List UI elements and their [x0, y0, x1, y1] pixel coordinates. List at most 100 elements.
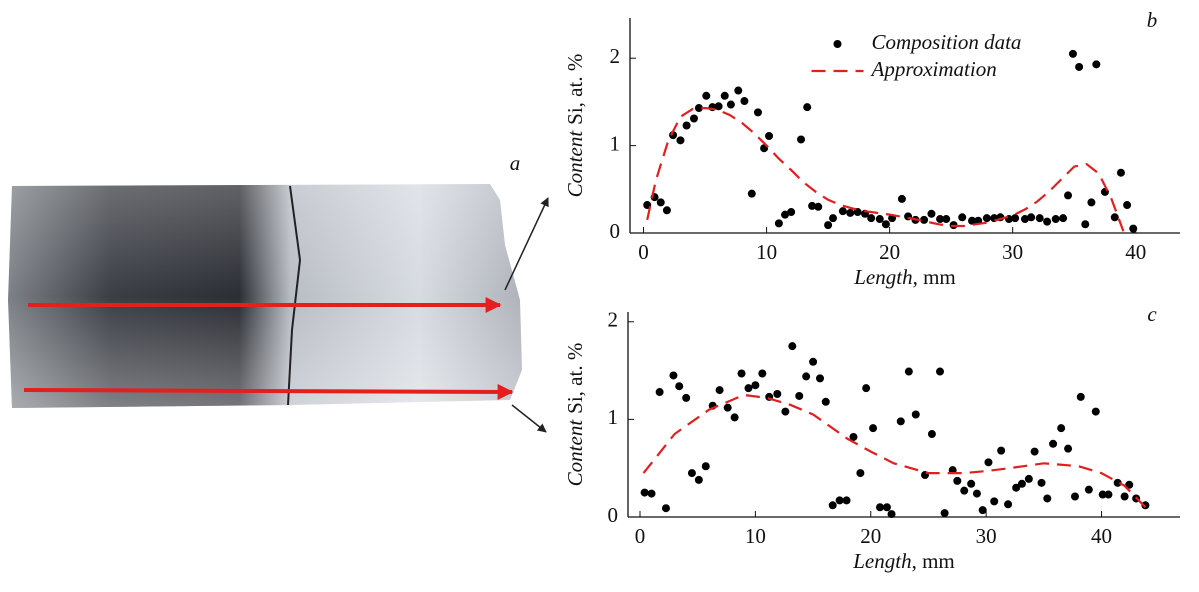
x-axis-label-part: Length [852, 549, 911, 573]
data-point [1043, 217, 1052, 226]
data-point [1123, 201, 1132, 210]
legend-marker [833, 40, 842, 48]
y-axis-label: Content Si, at. % [563, 343, 587, 487]
data-point [1057, 424, 1066, 433]
data-point [958, 213, 967, 222]
x-tick-label: 10 [756, 240, 777, 264]
data-point [1120, 492, 1129, 501]
data-point [1037, 478, 1046, 487]
data-point [846, 208, 855, 217]
data-point [942, 215, 951, 224]
panel-label: c [1147, 302, 1157, 326]
data-point [740, 97, 749, 106]
fit-line [646, 106, 1125, 232]
x-axis-label-part: , mm [912, 549, 955, 573]
data-point [1004, 500, 1013, 509]
data-point [869, 424, 878, 433]
data-point [1043, 494, 1052, 503]
x-axis-label: Length, mm [853, 265, 956, 289]
data-point [856, 469, 865, 478]
y-axis-label-part: Si, at. % [563, 343, 587, 414]
data-point [849, 432, 858, 441]
x-tick-label: 20 [879, 240, 900, 264]
data-point [765, 131, 774, 140]
data-point [838, 207, 847, 216]
data-point [990, 497, 999, 506]
data-point [896, 417, 905, 426]
x-tick-label: 0 [635, 524, 646, 548]
data-point [1098, 490, 1107, 499]
x-axis-label: Length, mm [852, 549, 955, 573]
x-axis-label-part: Length [853, 265, 912, 289]
data-point [1051, 215, 1060, 224]
data-point [1116, 168, 1125, 177]
y-axis-label-part: Si, at. % [563, 54, 587, 125]
data-point [881, 220, 890, 229]
data-point [795, 391, 804, 400]
data-point [1071, 492, 1079, 501]
data-point [647, 489, 656, 498]
data-point [953, 476, 962, 485]
data-point [781, 407, 790, 416]
data-point [829, 214, 838, 223]
data-point [997, 446, 1006, 455]
data-point [927, 209, 936, 218]
y-axis-label-part: Content [563, 130, 587, 198]
data-point [687, 469, 696, 478]
x-tick-label: 20 [860, 524, 881, 548]
data-point [689, 114, 698, 123]
data-point [960, 486, 969, 495]
panel-label: b [1147, 8, 1158, 32]
data-point [809, 357, 818, 366]
data-point [803, 103, 812, 112]
panel-label: a [510, 151, 521, 175]
data-point [656, 198, 665, 207]
data-point [1035, 214, 1044, 223]
data-point [669, 371, 678, 380]
data-point [726, 100, 735, 109]
data-point [808, 201, 817, 210]
data-point [1125, 480, 1134, 489]
data-point [927, 430, 936, 439]
data-point [1049, 439, 1058, 448]
data-point [715, 386, 724, 395]
data-point [1104, 490, 1113, 499]
data-point [781, 210, 790, 219]
data-point [862, 384, 871, 393]
data-point [984, 458, 993, 467]
data-point [1020, 215, 1029, 224]
data-point [787, 208, 796, 217]
data-point [842, 496, 851, 505]
data-point [875, 215, 884, 224]
data-point [1084, 485, 1093, 494]
data-point [1081, 220, 1090, 229]
data-point [682, 393, 691, 402]
x-tick-label: 0 [638, 240, 649, 264]
data-point [920, 215, 929, 224]
data-point [802, 372, 811, 381]
data-point [936, 215, 945, 224]
fit-line [642, 393, 1147, 508]
data-point [968, 216, 977, 225]
data-point [867, 214, 876, 223]
data-point [1068, 49, 1077, 58]
data-point [835, 496, 844, 505]
data-point [816, 374, 824, 383]
data-point [720, 91, 729, 100]
data-point [753, 108, 762, 117]
data-point [694, 475, 703, 484]
data-point [876, 503, 884, 512]
y-tick-label: 1 [608, 405, 619, 429]
x-tick-label: 40 [1091, 524, 1112, 548]
data-point [1027, 213, 1036, 222]
data-point [714, 102, 723, 111]
data-point [1012, 483, 1021, 492]
y-tick-label: 0 [608, 503, 619, 527]
data-point [774, 219, 783, 228]
data-point [676, 136, 685, 145]
data-point [911, 410, 920, 419]
data-point [734, 86, 743, 95]
y-tick-label: 1 [610, 131, 621, 155]
data-point [661, 504, 670, 513]
